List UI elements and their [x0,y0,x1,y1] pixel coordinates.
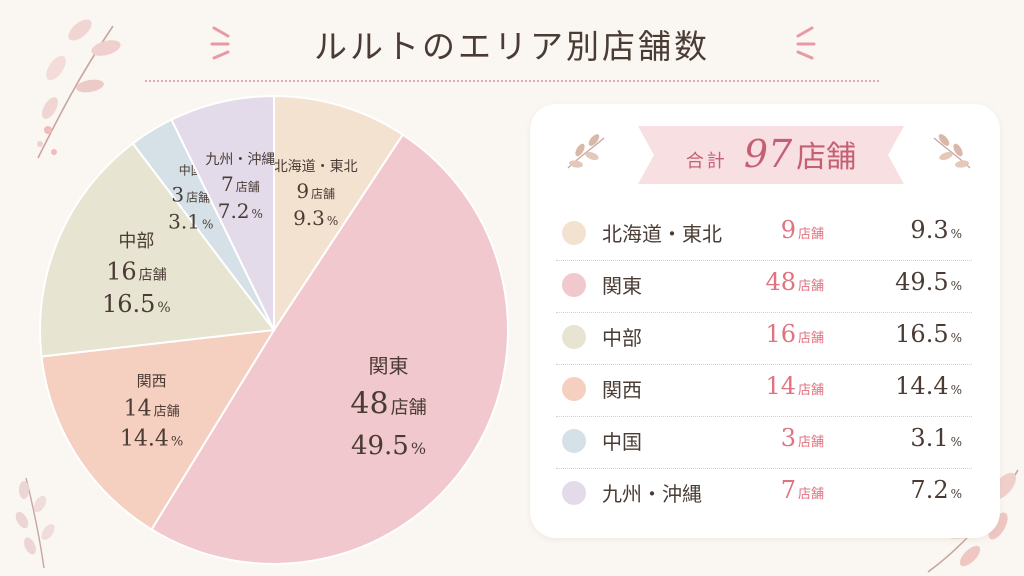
sprig-left-icon [567,134,605,169]
leaf-decoration-top-left-icon [37,19,121,159]
title-spark-right-icon [796,26,816,60]
pie-label-percent: 49.5% [351,431,426,461]
legend-swatch [562,273,586,297]
pie-label-store-count: 3 店舗 [171,182,210,206]
pie-chart: 北海道・東北 9 店舗 9.3 % 関東 48 店舗 49.5 % 関西 14 店舗 14.4 % 中部 16 店… [39,94,509,565]
legend-row-kyushu-okinawa: 九州・沖縄 7 店舗 7.2% [556,468,972,520]
legend-row-hokkaido-tohoku: 北海道・東北 9 店舗 9.3% [556,208,972,261]
legend-area-name: 中部 [602,326,642,350]
pie-slice-hokkaido-tohoku [273,94,405,334]
sprig-right-icon [933,134,971,169]
pie-label-kanto: 関東 48 店舗 49.5% [350,354,426,461]
leaf-decoration-bottom-left-icon [15,477,55,569]
pie-label-percent: 9.3% [293,206,338,230]
legend-percent: 14.4% [895,372,962,400]
legend-percent: 3.1% [910,424,962,452]
legend-store-count: 48 店舗 [765,268,824,296]
pie-label-store-count: 14 店舗 [124,397,180,422]
legend-row-chugoku: 中国 3 店舗 3.1% [556,416,972,469]
legend-swatch [562,325,586,349]
legend-area-name: 九州・沖縄 [602,482,702,506]
legend-area-name: 関東 [602,274,642,298]
pie-label-percent: 16.5% [102,290,171,318]
pie-slice-kyushu-okinawa [170,94,275,331]
pie-label-percent: 7.2% [218,199,263,223]
total-ribbon [638,126,904,184]
total-label: 合計 [685,151,728,172]
title-spark-left-icon [210,26,230,60]
pie-label-store-count: 9 店舗 [296,179,335,203]
legend-percent: 49.5% [895,268,962,296]
total-value: 97 [743,132,793,176]
pie-label-store-count: 16 店舗 [106,257,167,285]
legend-swatch [562,377,586,401]
pie-slice-chubu [39,141,276,358]
pie-label-kyushu-okinawa: 九州・沖縄 7 店舗 7.2% [205,152,275,223]
pie-label-hokkaido-tohoku: 北海道・東北 9 店舗 9.3% [274,159,358,230]
legend-store-count: 3 店舗 [780,424,824,452]
summary-panel: 合計 97 店舗 北海道・東北 9 店舗 9.3% 関東 48 店舗 49.5% 中… [530,104,1000,538]
pie-label-area-name: 北海道・東北 [274,159,358,175]
legend-area-name: 中国 [602,430,642,454]
legend-swatch [562,221,586,245]
pie-label-percent: 3.1% [168,209,213,233]
legend-swatch [562,481,586,505]
pie-label-store-count: 7 店舗 [221,172,260,196]
pie-label-area-name: 九州・沖縄 [205,152,275,168]
legend-store-count: 7 店舗 [780,476,824,504]
legend-percent: 16.5% [895,320,962,348]
pie-label-area-name: 関東 [368,354,408,378]
legend-row-chubu: 中部 16 店舗 16.5% [556,312,972,365]
pie-label-percent: 14.4% [120,426,183,451]
pie-label-area-name: 中部 [118,231,154,252]
total-summary: 合計 97 店舗 [638,126,904,184]
pie-slice-kanto [150,133,509,565]
legend-store-count: 9 店舗 [780,216,824,244]
title-divider [145,80,879,82]
legend-percent: 7.2% [910,476,962,504]
legend-percent: 9.3% [910,216,962,244]
legend-store-count: 16 店舗 [765,320,824,348]
legend-area-name: 関西 [602,378,642,402]
legend-row-kanto: 関東 48 店舗 49.5% [556,260,972,313]
legend-store-count: 14 店舗 [765,372,824,400]
total-unit: 店舗 [796,140,857,175]
pie-label-store-count: 48 店舗 [350,386,426,421]
pie-slice-kansai [40,328,276,531]
chart-title: ルルトのエリア別店舗数 [314,27,710,66]
legend-area-name: 北海道・東北 [602,222,722,246]
legend-row-kansai: 関西 14 店舗 14.4% [556,364,972,417]
pie-label-chubu: 中部 16 店舗 16.5% [102,231,171,318]
pie-label-kansai: 関西 14 店舗 14.4% [120,372,183,451]
pie-label-area-name: 関西 [137,372,167,390]
legend-swatch [562,429,586,453]
